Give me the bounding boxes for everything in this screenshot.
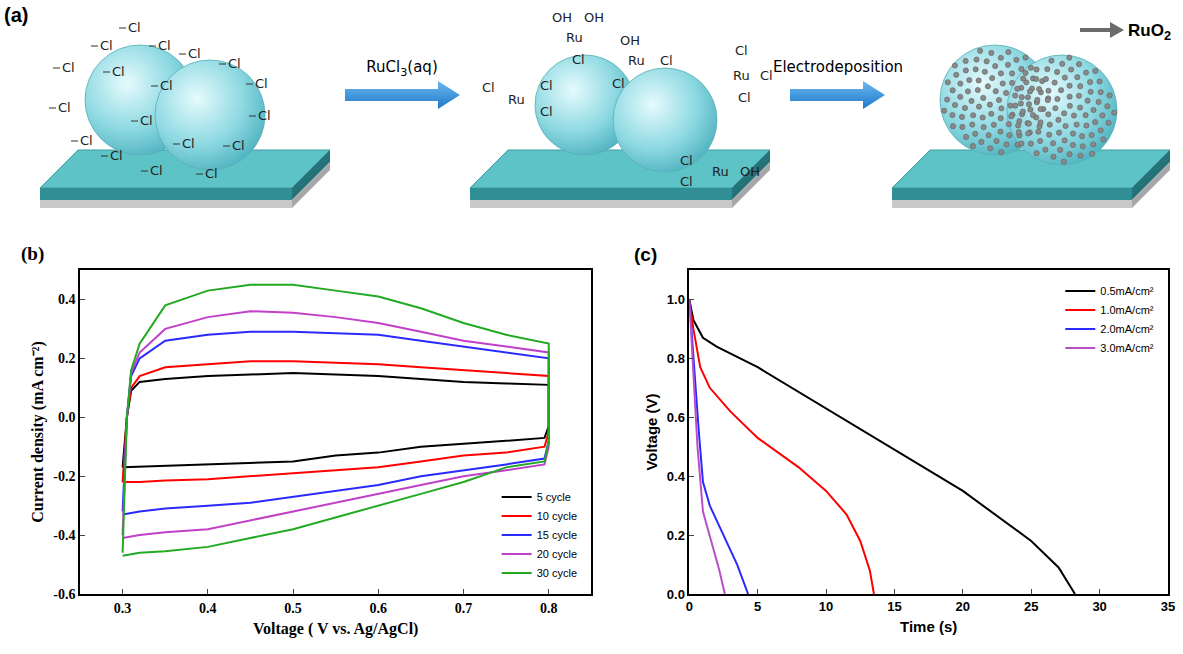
svg-text:0.8: 0.8 <box>667 351 685 366</box>
svg-text:Cl: Cl <box>128 20 141 35</box>
svg-text:Cl: Cl <box>58 100 71 115</box>
svg-text:Cl: Cl <box>158 38 171 53</box>
svg-text:-0.6: -0.6 <box>53 587 75 602</box>
svg-text:Cl: Cl <box>160 78 173 93</box>
svg-text:35: 35 <box>1161 599 1175 614</box>
svg-text:Cl: Cl <box>112 64 125 79</box>
svg-text:0.0: 0.0 <box>667 587 685 602</box>
svg-text:5: 5 <box>754 599 761 614</box>
svg-text:Cl: Cl <box>612 76 625 91</box>
svg-text:30 cycle: 30 cycle <box>537 567 577 579</box>
svg-text:Cl: Cl <box>735 43 748 58</box>
svg-text:Voltage ( V vs. Ag/AgCl): Voltage ( V vs. Ag/AgCl) <box>253 620 419 638</box>
svg-text:Cl: Cl <box>255 76 268 91</box>
svg-text:Cl: Cl <box>258 108 271 123</box>
svg-text:Current density (mA cm⁻²): Current density (mA cm⁻²) <box>29 341 47 522</box>
svg-text:0.0: 0.0 <box>58 410 76 425</box>
svg-text:25: 25 <box>1024 599 1038 614</box>
svg-text:0.4: 0.4 <box>199 601 217 616</box>
svg-text:15 cycle: 15 cycle <box>537 529 577 541</box>
svg-text:Cl: Cl <box>62 60 75 75</box>
svg-text:Cl: Cl <box>182 136 195 151</box>
svg-text:10: 10 <box>819 599 833 614</box>
svg-text:0.5mA/cm²: 0.5mA/cm² <box>1100 285 1154 297</box>
svg-text:0: 0 <box>686 599 693 614</box>
svg-text:Time (s): Time (s) <box>900 618 957 635</box>
svg-text:Cl: Cl <box>680 174 693 189</box>
svg-text:Cl: Cl <box>80 133 93 148</box>
svg-text:0.5: 0.5 <box>284 601 302 616</box>
svg-text:Cl: Cl <box>540 104 553 119</box>
svg-text:0.2: 0.2 <box>58 351 76 366</box>
svg-text:0.6: 0.6 <box>370 601 388 616</box>
svg-text:Cl: Cl <box>205 166 218 181</box>
svg-text:3.0mA/cm²: 3.0mA/cm² <box>1100 342 1154 354</box>
svg-text:Ru: Ru <box>566 30 583 45</box>
svg-text:RuO2: RuO2 <box>1128 21 1171 43</box>
svg-text:(a): (a) <box>4 4 28 26</box>
svg-text:20 cycle: 20 cycle <box>537 548 577 560</box>
svg-text:0.6: 0.6 <box>667 410 685 425</box>
svg-text:Electrodeposition: Electrodeposition <box>773 58 903 76</box>
svg-text:(c): (c) <box>634 244 657 265</box>
svg-text:15: 15 <box>887 599 901 614</box>
svg-text:5 cycle: 5 cycle <box>537 491 571 503</box>
svg-text:Cl: Cl <box>660 53 673 68</box>
svg-text:-0.4: -0.4 <box>53 528 75 543</box>
svg-text:Cl: Cl <box>680 153 693 168</box>
svg-text:1.0: 1.0 <box>667 292 685 307</box>
svg-text:0.4: 0.4 <box>58 292 76 307</box>
svg-text:20: 20 <box>956 599 970 614</box>
svg-text:Cl: Cl <box>540 78 553 93</box>
svg-text:0.2: 0.2 <box>667 528 685 543</box>
svg-text:Ru: Ru <box>628 53 645 68</box>
svg-text:Voltage (V): Voltage (V) <box>643 393 660 470</box>
svg-text:OH: OH <box>620 33 640 48</box>
svg-text:1.0mA/cm²: 1.0mA/cm² <box>1100 304 1154 316</box>
svg-text:Cl: Cl <box>738 90 751 105</box>
svg-text:0.7: 0.7 <box>455 601 473 616</box>
svg-text:Ru: Ru <box>733 68 750 83</box>
svg-text:OH: OH <box>584 10 604 25</box>
svg-text:Cl: Cl <box>482 80 495 95</box>
svg-text:OH: OH <box>552 10 572 25</box>
svg-text:Cl: Cl <box>228 56 241 71</box>
svg-text:30: 30 <box>1092 599 1106 614</box>
svg-text:Cl: Cl <box>760 68 773 83</box>
svg-text:(b): (b) <box>21 243 44 265</box>
svg-text:2.0mA/cm²: 2.0mA/cm² <box>1100 323 1154 335</box>
svg-text:Cl: Cl <box>110 148 123 163</box>
svg-text:Cl: Cl <box>150 163 163 178</box>
svg-text:0.8: 0.8 <box>540 601 558 616</box>
svg-text:10 cycle: 10 cycle <box>537 510 577 522</box>
svg-text:0.4: 0.4 <box>667 469 686 484</box>
svg-text:Cl: Cl <box>100 38 113 53</box>
svg-text:Cl: Cl <box>188 46 201 61</box>
svg-text:Ru: Ru <box>508 92 525 107</box>
svg-text:OH: OH <box>740 164 760 179</box>
svg-text:0.3: 0.3 <box>114 601 132 616</box>
svg-text:RuCl3(aq): RuCl3(aq) <box>366 58 438 79</box>
svg-text:Cl: Cl <box>140 113 153 128</box>
svg-text:Ru: Ru <box>712 164 729 179</box>
svg-text:Cl: Cl <box>232 138 245 153</box>
svg-text:Cl: Cl <box>572 52 585 67</box>
svg-text:-0.2: -0.2 <box>53 469 75 484</box>
